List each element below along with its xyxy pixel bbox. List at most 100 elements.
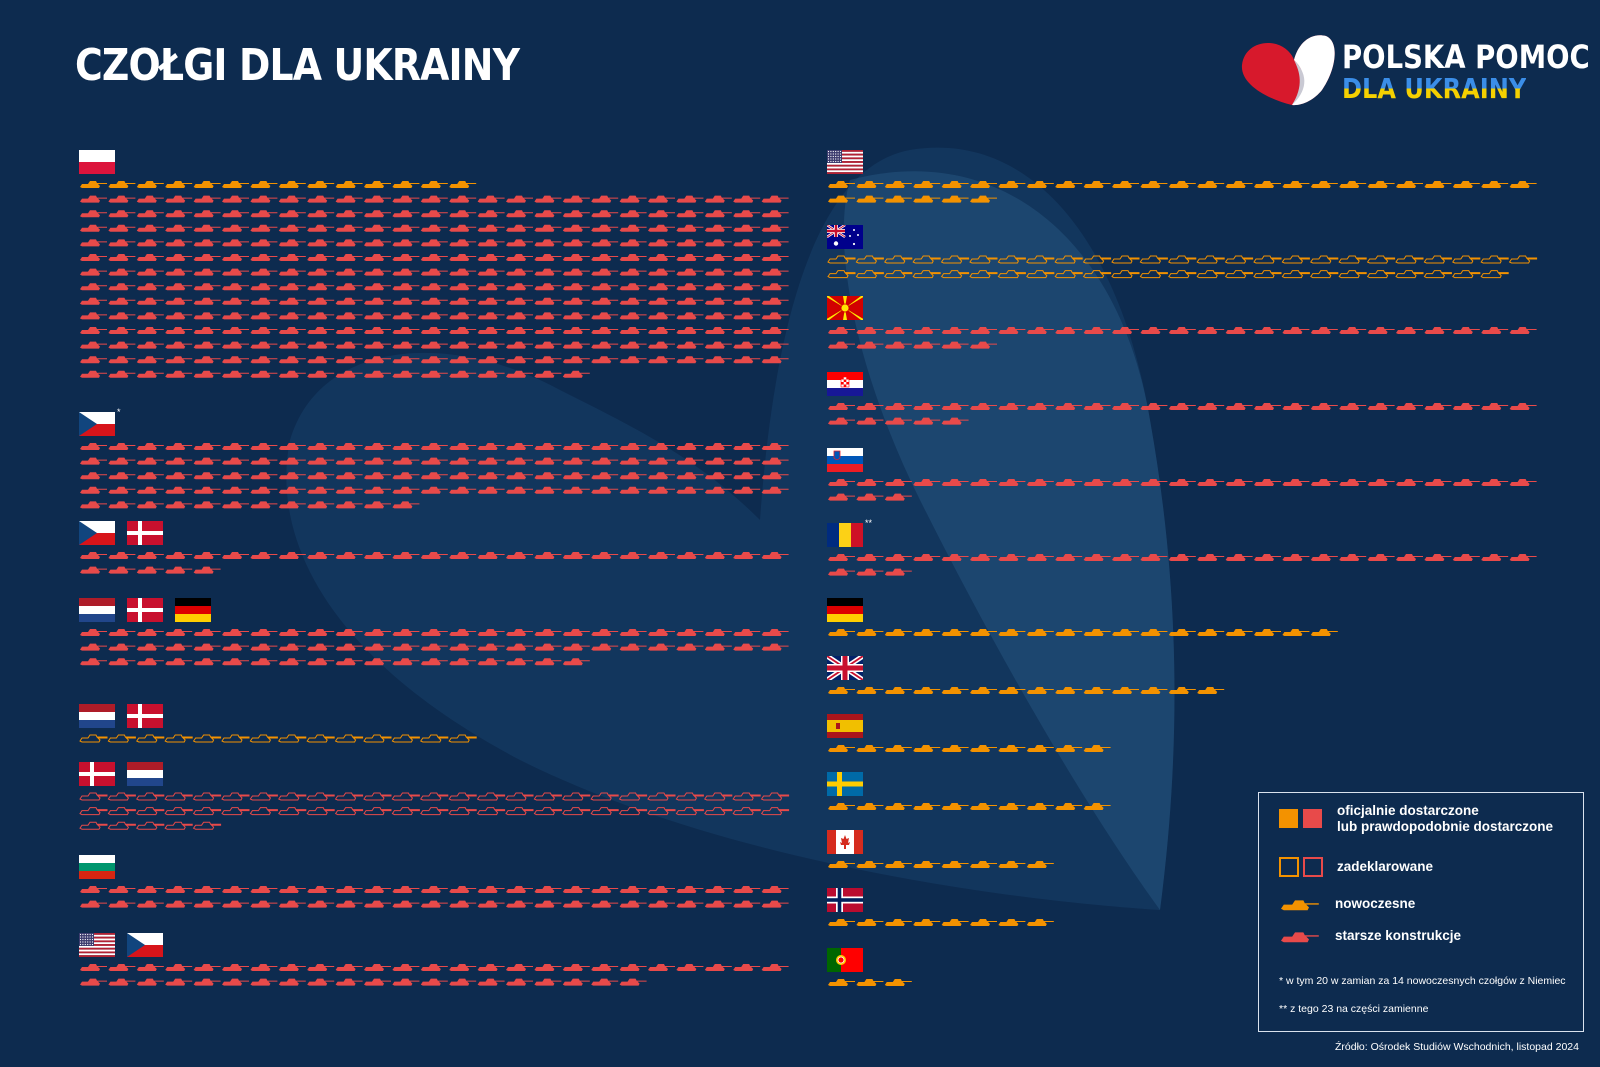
tank-icon-older-delivered-10-14 bbox=[1225, 327, 1253, 334]
tank-icon-older-delivered-13-6 bbox=[998, 554, 1026, 561]
tank-icon-older-delivered-1-9 bbox=[335, 443, 363, 450]
tank-icon-older-delivered-12-16 bbox=[1282, 479, 1310, 486]
tank-icon-modern-declared-9-24 bbox=[1508, 255, 1538, 264]
tank-icon-older-delivered-2-28 bbox=[165, 566, 193, 574]
tank-icon-older-delivered-6-46 bbox=[676, 900, 704, 908]
tank-icon-older-delivered-10-16 bbox=[1282, 327, 1310, 334]
tank-icon-older-delivered-1-100 bbox=[80, 501, 107, 509]
tank-icon-older-delivered-12-14 bbox=[1225, 479, 1253, 486]
tank-icon-modern-declared-4-6 bbox=[249, 734, 278, 743]
tank-icon-older-delivered-0-89 bbox=[477, 224, 505, 232]
tank-icon-modern-delivered-14-1 bbox=[856, 629, 884, 636]
tank-icon-modern-delivered-0-11 bbox=[392, 181, 420, 188]
tank-icon-older-delivered-3-20 bbox=[648, 629, 675, 636]
flag-denmark-icon bbox=[127, 598, 163, 627]
tank-icon-older-delivered-0-67 bbox=[562, 210, 590, 218]
tank-icon-older-delivered-0-311 bbox=[392, 356, 420, 364]
tank-icon-older-delivered-0-82 bbox=[278, 224, 306, 232]
tank-icon-older-delivered-0-168 bbox=[591, 268, 619, 276]
tank-icon-older-delivered-1-40 bbox=[506, 457, 533, 465]
tank-icon-older-delivered-0-250 bbox=[80, 327, 107, 334]
tank-icon-older-delivered-0-173 bbox=[733, 268, 761, 276]
tank-icon-older-delivered-3-36 bbox=[392, 643, 420, 651]
tank-icon-older-delivered-7-5 bbox=[222, 964, 249, 971]
tank-icon-older-delivered-7-44 bbox=[619, 978, 647, 986]
tank-icon-older-delivered-1-35 bbox=[364, 457, 391, 465]
tank-icon-older-delivered-12-24 bbox=[1509, 479, 1537, 486]
tank-icon-older-delivered-0-114 bbox=[477, 239, 505, 247]
tank-icon-older-delivered-0-121 bbox=[676, 239, 704, 247]
tank-icon-older-delivered-0-44 bbox=[619, 195, 647, 203]
tank-icon-older-delivered-1-42 bbox=[562, 457, 590, 465]
tank-icon-older-delivered-6-25 bbox=[80, 900, 107, 908]
tank-icon-older-delivered-6-11 bbox=[392, 886, 420, 893]
tank-icon-older-delivered-13-14 bbox=[1225, 554, 1253, 561]
tank-icon-older-delivered-3-25 bbox=[80, 643, 107, 651]
tank-icon-older-delivered-0-266 bbox=[534, 327, 562, 334]
tank-icon-older-delivered-1-91 bbox=[534, 486, 562, 494]
tank-icon-older-delivered-1-38 bbox=[449, 457, 477, 465]
tank-icon-older-delivered-0-291 bbox=[534, 341, 562, 349]
tank-icon-older-delivered-0-149 bbox=[761, 254, 789, 261]
tank-icon-older-delivered-6-9 bbox=[335, 886, 363, 893]
tank-icon-older-delivered-0-134 bbox=[335, 254, 363, 261]
tank-icon-older-delivered-0-101 bbox=[108, 239, 136, 247]
tank-icon-older-delivered-0-222 bbox=[704, 297, 732, 305]
tank-icon-modern-delivered-8-22 bbox=[1452, 181, 1480, 188]
tank-icon-older-delivered-13-11 bbox=[1140, 554, 1168, 561]
tank-icon-older-delivered-0-223 bbox=[733, 297, 761, 305]
tank-icon-older-delivered-3-14 bbox=[477, 629, 505, 636]
tank-icon-modern-delivered-0-2 bbox=[136, 181, 164, 188]
tank-icon-older-delivered-1-96 bbox=[676, 486, 704, 494]
tank-icon-older-delivered-0-25 bbox=[80, 195, 107, 203]
tank-icon-older-declared-5-31 bbox=[249, 807, 278, 816]
tank-icon-modern-delivered-14-16 bbox=[1282, 629, 1310, 636]
tank-icon-modern-delivered-15-2 bbox=[884, 687, 912, 694]
tank-icon-older-delivered-6-49 bbox=[761, 900, 789, 908]
tank-icon-older-delivered-0-199 bbox=[761, 283, 789, 291]
tank-icon-older-delivered-0-217 bbox=[562, 297, 590, 305]
tank-icon-older-delivered-11-0 bbox=[828, 403, 855, 410]
tank-icon-older-delivered-0-283 bbox=[307, 341, 335, 349]
tank-icon-older-delivered-0-270 bbox=[648, 327, 675, 334]
tank-icon-older-declared-5-35 bbox=[363, 807, 392, 816]
tank-icon-modern-declared-9-38 bbox=[1196, 270, 1225, 279]
tank-icon-older-delivered-0-213 bbox=[449, 297, 477, 305]
tank-icon-older-delivered-0-113 bbox=[449, 239, 477, 247]
tank-icon-older-delivered-11-23 bbox=[1481, 403, 1509, 410]
tank-icon-older-delivered-0-139 bbox=[477, 254, 505, 261]
tank-icon-older-delivered-6-18 bbox=[591, 886, 619, 893]
tank-icon-older-delivered-1-52 bbox=[136, 472, 164, 480]
tank-icon-older-delivered-0-239 bbox=[477, 312, 505, 320]
tank-icon-older-delivered-0-237 bbox=[420, 312, 448, 320]
tank-icon-older-delivered-1-109 bbox=[335, 501, 363, 509]
tank-icon-older-delivered-0-285 bbox=[364, 341, 391, 349]
flag-denmark-icon bbox=[127, 704, 163, 733]
tank-icon-older-delivered-0-219 bbox=[619, 297, 647, 305]
tank-icon-older-delivered-1-110 bbox=[364, 501, 391, 509]
tank-icon-older-delivered-0-321 bbox=[676, 356, 704, 364]
tank-icon-older-delivered-0-74 bbox=[761, 210, 789, 218]
tank-icon-modern-delivered-14-0 bbox=[828, 629, 855, 636]
tank-icon-older-delivered-7-11 bbox=[392, 964, 420, 971]
tank-icon-modern-declared-9-4 bbox=[940, 255, 970, 264]
tank-icon-older-delivered-11-3 bbox=[913, 403, 941, 410]
tank-icon-older-delivered-0-315 bbox=[506, 356, 533, 364]
tank-icon-older-delivered-0-123 bbox=[733, 239, 761, 247]
tank-icon-modern-declared-9-22 bbox=[1452, 255, 1481, 264]
tank-icon-older-delivered-3-7 bbox=[278, 629, 306, 636]
tank-icon-modern-delivered-15-5 bbox=[970, 687, 997, 694]
tank-icon-older-delivered-0-27 bbox=[136, 195, 164, 203]
tank-icon-older-delivered-6-8 bbox=[307, 886, 335, 893]
tank-icon-older-delivered-0-142 bbox=[562, 254, 590, 261]
tank-icon-older-delivered-1-13 bbox=[449, 443, 477, 450]
tank-icon-older-delivered-0-178 bbox=[165, 283, 193, 291]
tank-icon-older-delivered-0-158 bbox=[307, 268, 335, 276]
tank-icon-modern-declared-9-44 bbox=[1366, 270, 1396, 279]
tank-icon-older-delivered-0-55 bbox=[222, 210, 249, 218]
tank-icon-older-delivered-6-30 bbox=[222, 900, 249, 908]
tank-icon-older-delivered-2-22 bbox=[704, 552, 732, 559]
tank-icon-modern-delivered-16-8 bbox=[1055, 745, 1083, 752]
tank-icon-older-declared-5-47 bbox=[704, 807, 733, 816]
tank-icon-older-delivered-0-172 bbox=[704, 268, 732, 276]
